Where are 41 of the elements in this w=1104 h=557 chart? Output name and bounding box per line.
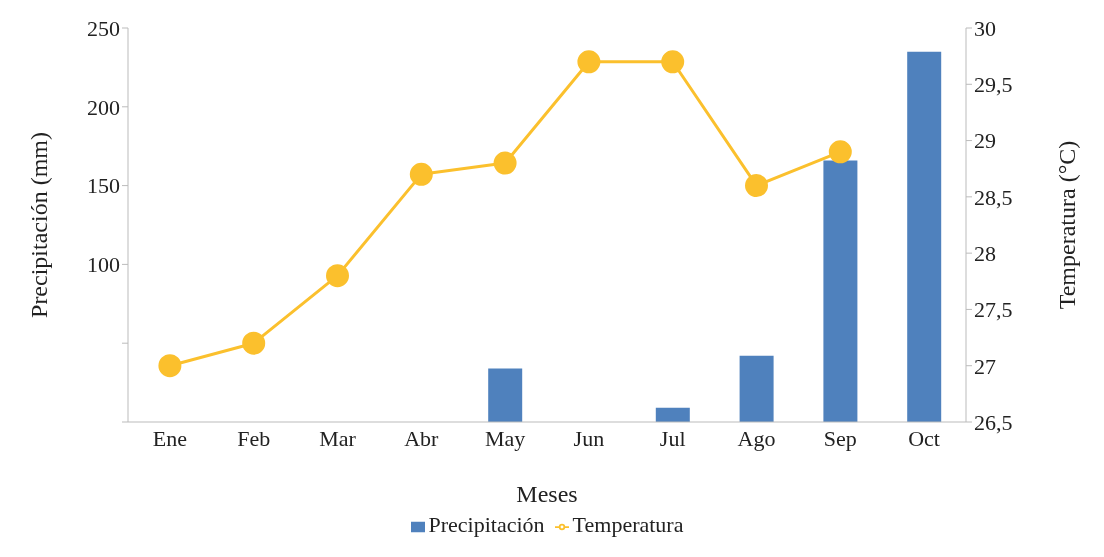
bar	[823, 160, 858, 422]
y2-tick-label: 26,5	[974, 409, 1013, 435]
x-tick-label: Jul	[659, 425, 686, 451]
y-tick-label: 100	[87, 252, 120, 278]
legend-label: Temperatura	[572, 512, 684, 537]
point	[326, 264, 349, 288]
y2-axis-title: Temperatura (°C)	[1053, 140, 1080, 310]
bar	[655, 407, 690, 422]
y2-tick-label: 29,5	[974, 72, 1013, 98]
point	[493, 151, 517, 175]
y2-tick-label: 30	[974, 15, 996, 41]
legend-label: Precipitación	[428, 512, 545, 537]
y-tick-label: 250	[87, 15, 120, 41]
point	[828, 140, 852, 164]
y2-tick-label: 28	[974, 240, 996, 266]
x-tick-label: Mar	[319, 425, 357, 451]
point	[661, 50, 685, 74]
y2-tick-label: 27	[974, 353, 996, 379]
x-tick-label: Ago	[737, 425, 776, 451]
y-axis-title: Precipitación (mm)	[25, 132, 52, 318]
point	[577, 50, 601, 74]
bar	[907, 51, 942, 422]
x-tick-label: Oct	[908, 425, 940, 451]
y-tick-label: 200	[87, 94, 120, 120]
bar	[488, 368, 523, 422]
x-tick-label: Jun	[573, 425, 605, 451]
point	[409, 162, 433, 186]
y2-tick-label: 27,5	[974, 297, 1013, 323]
point	[242, 331, 266, 355]
x-axis-title: Meses	[516, 481, 578, 507]
y2-tick-label: 28,5	[974, 184, 1013, 210]
y-tick-label: 150	[87, 173, 120, 199]
x-tick-label: Ene	[152, 425, 187, 451]
x-tick-label: Feb	[237, 425, 271, 451]
x-tick-label: Abr	[404, 425, 440, 451]
point	[745, 174, 768, 198]
point	[158, 354, 182, 378]
x-tick-label: Sep	[823, 425, 857, 451]
y2-tick-label: 29	[974, 128, 996, 154]
x-tick-label: May	[484, 425, 526, 451]
bar	[739, 355, 774, 422]
